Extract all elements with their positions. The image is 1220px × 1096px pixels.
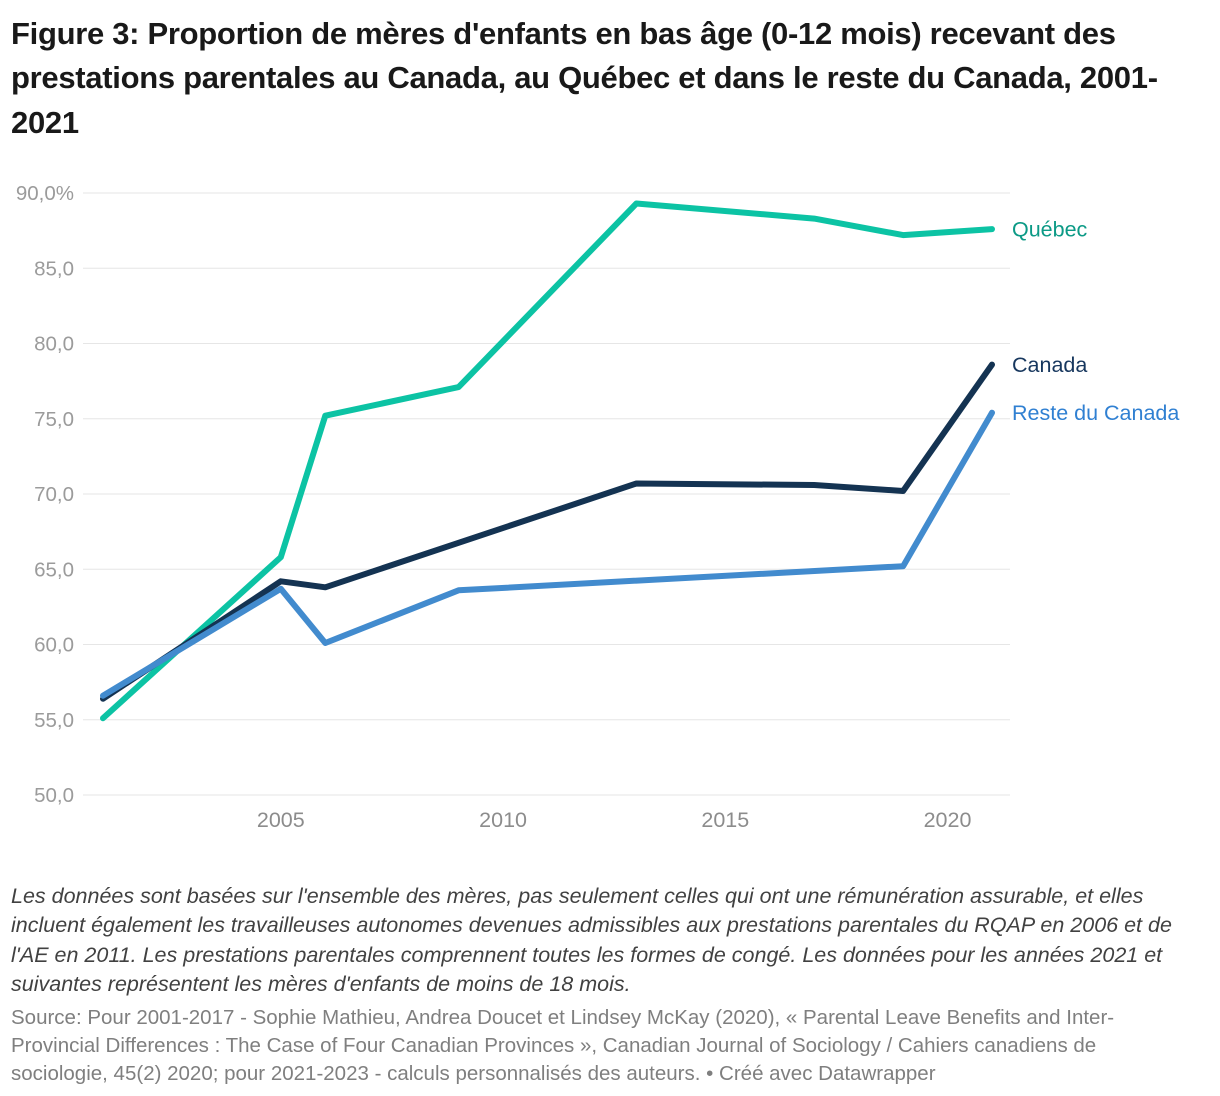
source-text: Source: Pour 2001-2017 - Sophie Mathieu,… <box>11 1005 1115 1086</box>
series-label-quebec: Québec <box>1012 218 1088 242</box>
series-line-reste-du-canada <box>100 409 995 699</box>
y-tick-label: 80,0 <box>34 332 74 355</box>
y-tick-label: 55,0 <box>34 709 74 732</box>
x-tick-label: 2010 <box>479 808 527 832</box>
y-tick-label: 50,0 <box>34 784 74 807</box>
y-tick-label: 85,0 <box>34 257 74 280</box>
x-tick-label: 2020 <box>924 808 972 832</box>
chart-notes: Les données sont basées sur l'ensemble d… <box>11 883 1172 997</box>
source-separator: • <box>700 1062 720 1086</box>
y-tick-label: 90,0% <box>16 182 74 205</box>
datawrapper-attribution: Créé avec Datawrapper <box>719 1062 936 1086</box>
y-tick-label: 70,0 <box>34 483 74 506</box>
y-tick-label: 65,0 <box>34 558 74 581</box>
y-tick-label: 60,0 <box>34 633 74 656</box>
y-tick-label: 75,0 <box>34 408 74 431</box>
series-line-quebec <box>100 200 995 722</box>
x-tick-label: 2005 <box>257 808 305 832</box>
page-title: Figure 3: Proportion de mères d'enfants … <box>11 16 1158 140</box>
source-line: Source: Pour 2001-2017 - Sophie Mathieu,… <box>11 1004 1180 1089</box>
series-line-canada <box>100 361 995 702</box>
line-chart: 90,0% 85,0 80,0 75,0 70,0 65,0 60,0 55,0 50,0 200… <box>16 182 1180 832</box>
series-label-reste-du-canada: Reste du Canada <box>1012 401 1179 425</box>
series-label-canada: Canada <box>1012 353 1087 377</box>
x-tick-label: 2015 <box>701 808 749 832</box>
